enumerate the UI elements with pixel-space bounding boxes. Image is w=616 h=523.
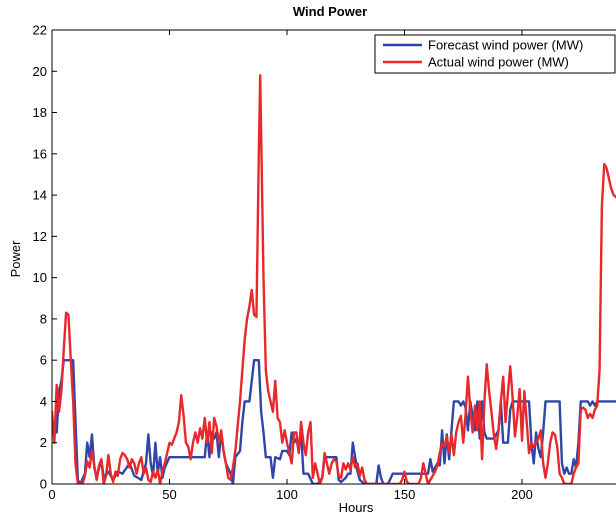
- plot-area: [52, 74, 616, 484]
- x-tick-label: 100: [276, 487, 298, 502]
- y-tick-label: 6: [40, 353, 47, 368]
- x-tick-label: 50: [162, 487, 176, 502]
- y-tick-label: 4: [40, 394, 47, 409]
- y-tick-label: 0: [40, 477, 47, 492]
- y-tick-label: 18: [33, 105, 47, 120]
- y-axis-title: Power: [8, 240, 23, 278]
- y-tick-label: 8: [40, 311, 47, 326]
- chart-title: Wind Power: [293, 4, 367, 19]
- legend-box: [374, 34, 616, 74]
- y-tick-label: 16: [33, 146, 47, 161]
- axes: [51, 29, 616, 485]
- ticks: 0 50 100 150 200 0 2 4 6 8 10 12 14 16 18 20 22: [33, 23, 533, 503]
- x-tick-label: 150: [394, 487, 416, 502]
- series-line-actual: [52, 74, 616, 484]
- x-tick-label: 200: [511, 487, 533, 502]
- x-tick-label: 0: [48, 487, 55, 502]
- y-tick-label: 12: [33, 229, 47, 244]
- y-tick-label: 2: [40, 435, 47, 450]
- y-tick-label: 22: [33, 23, 47, 38]
- series-line-forecast: [52, 358, 616, 484]
- legend: Forecast wind power (MW) Actual wind powe…: [374, 34, 616, 74]
- x-axis-title: Hours: [339, 500, 374, 515]
- y-tick-label: 20: [33, 64, 47, 79]
- legend-label: Actual wind power (MW): [428, 55, 569, 70]
- legend-label: Forecast wind power (MW): [428, 38, 583, 53]
- y-tick-label: 14: [33, 188, 47, 203]
- y-tick-label: 10: [33, 270, 47, 285]
